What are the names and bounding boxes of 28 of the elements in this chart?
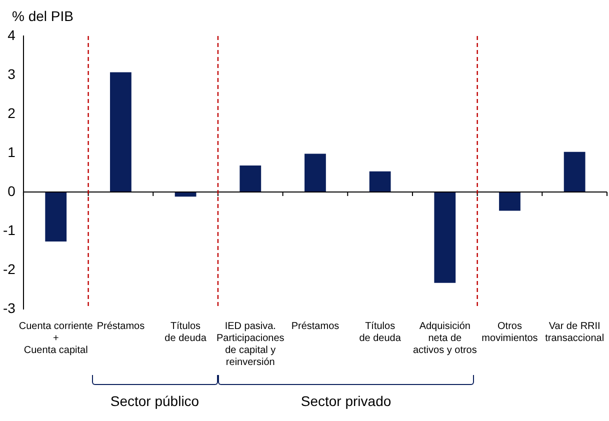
y-tick-label: 1: [8, 144, 16, 160]
bar: [434, 192, 456, 283]
bar: [564, 152, 586, 192]
y-tick-label: -2: [2, 260, 16, 277]
bar: [110, 72, 132, 192]
x-tick-label: Títulos de deuda: [359, 320, 402, 344]
x-tick-label: Var de RRII transaccional: [545, 320, 604, 344]
x-tick-label: IED pasiva. Participaciones de capital y reinversión: [216, 320, 284, 368]
y-tick-label: 4: [8, 26, 16, 43]
bar: [240, 165, 262, 192]
x-tick-label: Adquisición neta de activos y otros: [412, 320, 477, 356]
text: Sector privado: [300, 393, 392, 409]
y-axis-title: % del PIB: [12, 8, 74, 24]
bar: [369, 171, 391, 192]
x-tick-label: Préstamos: [291, 320, 340, 332]
x-tick-label: Títulos de deuda: [164, 320, 207, 344]
x-tick-label: Otros movimientos: [482, 320, 538, 344]
bar: [304, 154, 326, 192]
bar: [45, 192, 67, 242]
y-tick-label: 3: [8, 66, 16, 82]
y-tick-label: 2: [8, 104, 16, 121]
x-tick-label: Cuenta corriente + Cuenta capital: [18, 320, 94, 356]
y-tick-label: 0: [8, 182, 16, 199]
y-tick-label: -1: [2, 222, 16, 238]
y-tick-label: -3: [2, 300, 16, 316]
x-tick-label: Préstamos: [96, 320, 145, 332]
bar: [499, 192, 520, 211]
text: Sector público: [110, 393, 200, 409]
